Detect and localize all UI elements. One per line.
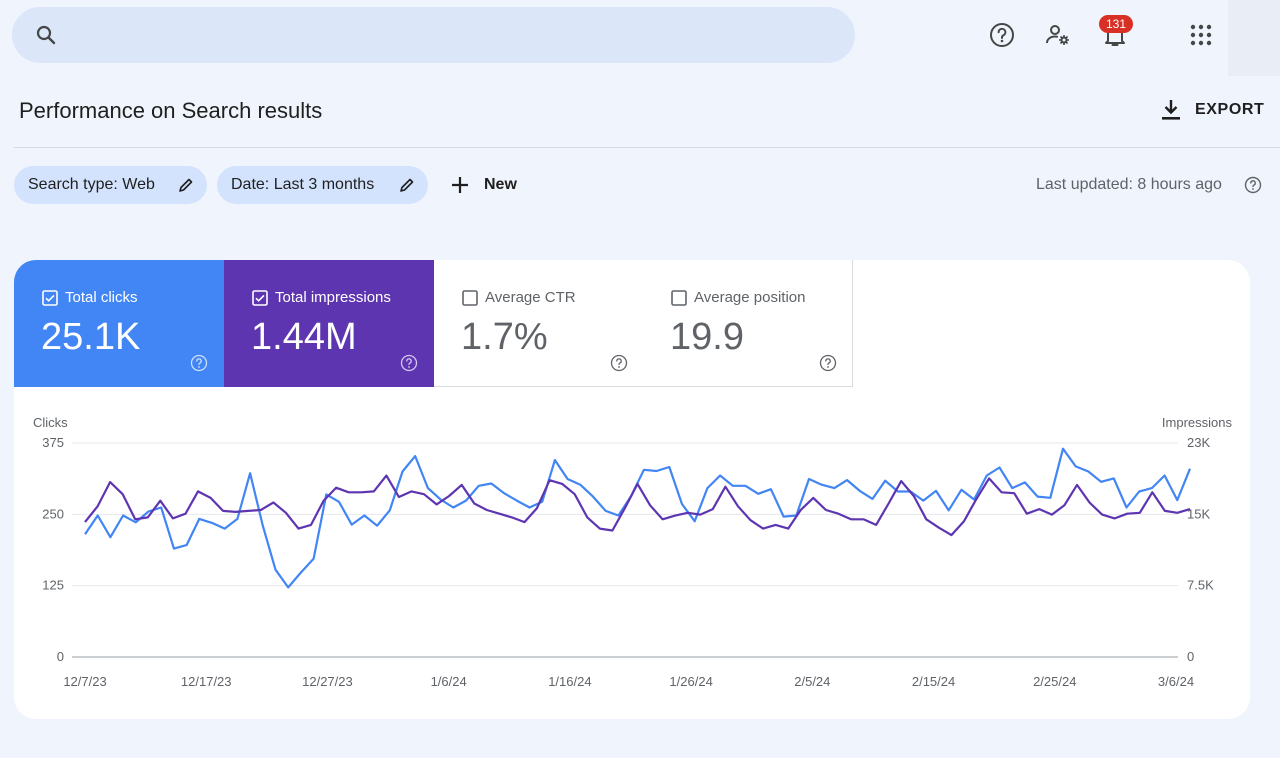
x-axis-tick-label: 12/27/23	[302, 674, 353, 689]
help-icon[interactable]	[1244, 176, 1262, 194]
x-axis-tick-label: 12/17/23	[181, 674, 232, 689]
export-label: EXPORT	[1195, 101, 1265, 118]
metric-label: Average position	[694, 289, 806, 306]
x-axis-tick-label: 1/6/24	[431, 674, 467, 689]
plus-icon	[452, 177, 468, 193]
checkbox-checked-icon[interactable]	[252, 290, 268, 306]
x-axis-tick-label: 1/16/24	[548, 674, 591, 689]
search-input[interactable]	[76, 7, 836, 63]
metric-value: 1.44M	[251, 316, 357, 358]
grid-lines	[72, 442, 1178, 658]
help-icon[interactable]	[610, 354, 628, 372]
x-axis-tick-label: 2/5/24	[794, 674, 830, 689]
x-axis-tick-label: 1/26/24	[669, 674, 712, 689]
series-line-impressions	[84, 474, 1191, 537]
notification-count-badge: 131	[1099, 15, 1133, 33]
right-axis-title: Impressions	[1162, 415, 1233, 430]
x-axis-tick-label: 2/15/24	[912, 674, 955, 689]
search-type-filter-chip[interactable]: Search type: Web	[14, 166, 207, 204]
left-axis-title: Clicks	[33, 415, 68, 430]
help-icon[interactable]	[819, 354, 837, 372]
x-axis-tick-label: 12/7/23	[63, 674, 106, 689]
divider	[14, 147, 1280, 148]
right-axis-tick-label: 0	[1187, 649, 1194, 664]
metric-total-impressions[interactable]: Total impressions 1.44M	[224, 260, 434, 387]
help-icon[interactable]	[400, 354, 418, 372]
search-icon[interactable]	[34, 23, 58, 47]
y-axis-ticks: 375 23K 250 15K 125 7.5K 0 0	[42, 435, 1214, 664]
date-filter-label: Date: Last 3 months	[231, 176, 375, 193]
last-updated-text: Last updated: 8 hours ago	[1036, 176, 1222, 193]
help-icon[interactable]	[190, 354, 208, 372]
series-line-clicks	[84, 447, 1192, 589]
account-area[interactable]	[1228, 0, 1280, 76]
checkbox-unchecked-icon[interactable]	[462, 290, 478, 306]
left-axis-tick-label: 125	[42, 578, 64, 593]
x-axis-ticks: 12/7/23 12/17/23 12/27/23 1/6/24 1/16/24 1/26…	[63, 674, 1194, 689]
right-axis-tick-label: 7.5K	[1187, 578, 1214, 593]
help-icon[interactable]	[989, 22, 1015, 48]
performance-chart[interactable]: Clicks Impressions 375 23K 250 15K 125 7.5K 0 0…	[14, 387, 1250, 719]
manage-users-icon[interactable]	[1045, 22, 1071, 48]
download-icon	[1162, 100, 1180, 120]
left-axis-tick-label: 0	[57, 649, 64, 664]
metric-label: Total clicks	[65, 289, 138, 306]
right-axis-tick-label: 23K	[1187, 435, 1210, 450]
left-axis-tick-label: 375	[42, 435, 64, 450]
apps-grid-icon[interactable]	[1188, 22, 1214, 48]
search-type-label: Search type: Web	[28, 176, 155, 193]
metric-label: Average CTR	[485, 289, 576, 306]
checkbox-unchecked-icon[interactable]	[671, 290, 687, 306]
top-bar: 131	[0, 0, 1280, 76]
metric-value: 1.7%	[461, 316, 548, 358]
metric-label: Total impressions	[275, 289, 391, 306]
metric-average-ctr[interactable]: Average CTR 1.7%	[434, 260, 644, 387]
x-axis-tick-label: 3/6/24	[1158, 674, 1194, 689]
metric-value: 25.1K	[41, 316, 141, 358]
new-filter-label: New	[484, 176, 517, 193]
edit-pencil-icon	[179, 178, 193, 192]
metric-average-position[interactable]: Average position 19.9	[643, 260, 853, 387]
page-title: Performance on Search results	[19, 98, 323, 123]
metric-value: 19.9	[670, 316, 744, 358]
search-box[interactable]	[12, 7, 855, 63]
date-filter-chip[interactable]: Date: Last 3 months	[217, 166, 428, 204]
edit-pencil-icon	[400, 178, 414, 192]
metric-total-clicks[interactable]: Total clicks 25.1K	[14, 260, 224, 387]
left-axis-tick-label: 250	[42, 506, 64, 521]
chart-series	[84, 447, 1192, 589]
right-axis-tick-label: 15K	[1187, 506, 1210, 521]
performance-card: Total clicks 25.1K Total impressions 1.4…	[14, 260, 1250, 719]
checkbox-checked-icon[interactable]	[42, 290, 58, 306]
x-axis-tick-label: 2/25/24	[1033, 674, 1076, 689]
